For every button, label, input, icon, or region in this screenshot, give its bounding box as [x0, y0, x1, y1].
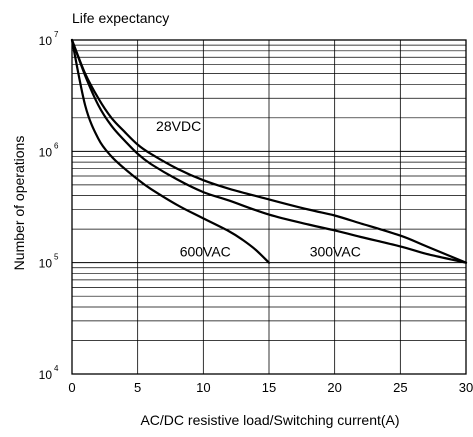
- svg-text:10: 10: [39, 145, 53, 159]
- grid-lines: [72, 40, 466, 374]
- series-label: 28VDC: [156, 118, 201, 134]
- y-tick-label: 10 4: [39, 364, 59, 382]
- plot-frame: [71, 39, 467, 375]
- series-line-600vac: [70, 38, 271, 264]
- svg-text:10: 10: [39, 34, 53, 48]
- y-tick-label: 10 7: [39, 30, 59, 48]
- svg-text:10: 10: [39, 257, 53, 271]
- series-line-28vdc: [70, 38, 468, 264]
- x-tick-label: 0: [68, 380, 75, 395]
- svg-text:4: 4: [54, 364, 59, 373]
- x-axis-label: AC/DC resistive load/Switching current(A…: [140, 412, 399, 428]
- chart-title: Life expectancy: [72, 10, 169, 26]
- y-tick-label: 10 6: [39, 141, 59, 159]
- x-tick-label: 15: [262, 380, 276, 395]
- svg-text:5: 5: [54, 253, 59, 262]
- y-tick-label: 10 5: [39, 253, 59, 271]
- series-line-300vac: [70, 38, 468, 264]
- x-tick-label: 10: [196, 380, 210, 395]
- x-tick-label: 20: [327, 380, 341, 395]
- svg-text:6: 6: [54, 141, 59, 150]
- series-annotations: 28VDC 300VAC 600VAC: [156, 118, 361, 260]
- x-tick-label: 30: [459, 380, 473, 395]
- svg-text:7: 7: [54, 30, 59, 39]
- series-lines: [70, 38, 468, 264]
- svg-text:10: 10: [39, 368, 53, 382]
- x-tick-label: 25: [393, 380, 407, 395]
- x-tick-label: 5: [134, 380, 141, 395]
- y-axis-label: Number of operations: [11, 136, 27, 271]
- x-tick-labels: 0 5 10 15 20 25 30: [68, 380, 473, 395]
- series-label: 300VAC: [310, 244, 361, 260]
- series-label: 600VAC: [180, 244, 231, 260]
